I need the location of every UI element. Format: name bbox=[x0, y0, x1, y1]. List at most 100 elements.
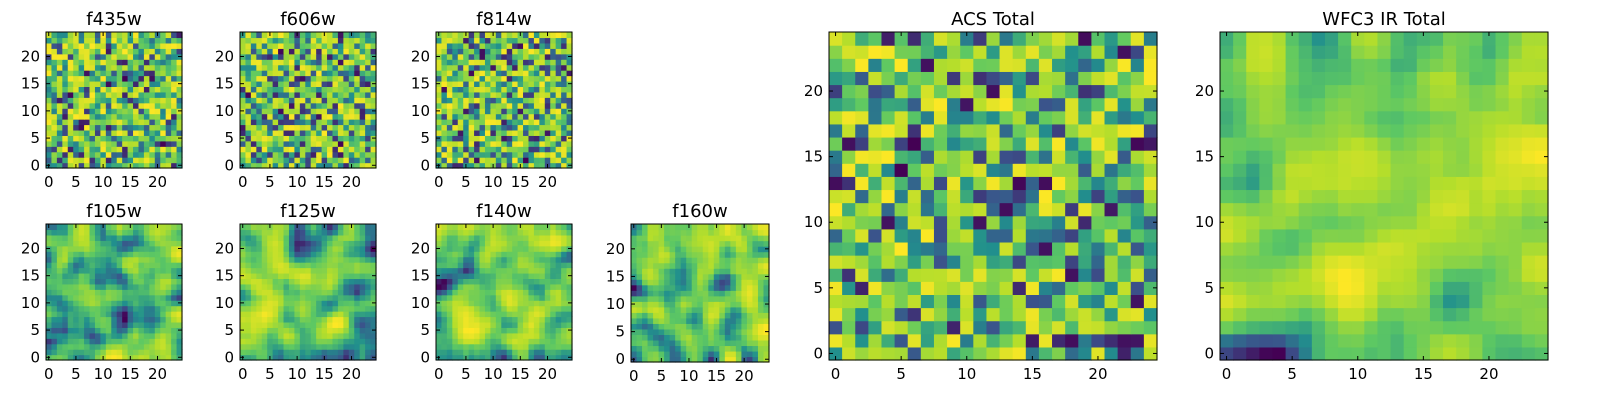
heatmap-cell bbox=[250, 32, 257, 39]
heatmap-cell bbox=[73, 343, 80, 350]
heatmap-cell bbox=[294, 146, 301, 153]
heatmap-cell bbox=[501, 70, 508, 77]
heatmap-cell bbox=[261, 42, 268, 49]
heatmap-cell bbox=[855, 281, 869, 295]
heatmap-cell bbox=[495, 305, 502, 312]
heatmap-cell bbox=[669, 235, 676, 242]
heatmap-cell bbox=[94, 53, 101, 60]
y-tick-label: 5 bbox=[224, 321, 234, 339]
heatmap-cell bbox=[105, 321, 112, 328]
heatmap-cell bbox=[116, 97, 123, 104]
heatmap-cell bbox=[56, 332, 63, 339]
heatmap-cell bbox=[348, 124, 355, 131]
heatmap-cell bbox=[669, 262, 676, 269]
heatmap-cell bbox=[533, 37, 540, 44]
heatmap-cell bbox=[332, 234, 339, 241]
heatmap-cell bbox=[100, 102, 107, 109]
heatmap-cell bbox=[160, 272, 167, 279]
heatmap-cell bbox=[539, 157, 546, 164]
heatmap-cell bbox=[719, 224, 726, 231]
heatmap-cell bbox=[868, 176, 883, 191]
heatmap-cell bbox=[555, 108, 562, 115]
heatmap-cell bbox=[1065, 346, 1079, 361]
heatmap-cell bbox=[67, 343, 74, 350]
heatmap-cell bbox=[506, 59, 513, 66]
heatmap-cell bbox=[327, 80, 334, 87]
heatmap-cell bbox=[490, 316, 497, 323]
heatmap-cell bbox=[544, 70, 551, 77]
heatmap-cell bbox=[176, 124, 183, 131]
heatmap-cell bbox=[479, 332, 486, 339]
heatmap-cell bbox=[452, 234, 459, 241]
heatmap-cell bbox=[484, 48, 491, 55]
heatmap-cell bbox=[111, 102, 118, 109]
heatmap-cell bbox=[176, 349, 183, 356]
heatmap-cell bbox=[165, 283, 172, 290]
heatmap-cell bbox=[149, 80, 156, 87]
heatmap-cell bbox=[631, 229, 638, 236]
heatmap-cell bbox=[245, 267, 252, 274]
heatmap-cell bbox=[240, 37, 247, 44]
heatmap-cell bbox=[730, 312, 737, 319]
heatmap-cell bbox=[484, 327, 491, 334]
heatmap-cell bbox=[337, 256, 344, 263]
heatmap-cell bbox=[490, 102, 497, 109]
heatmap-cell bbox=[907, 189, 922, 204]
heatmap-cell bbox=[288, 102, 295, 109]
heatmap-cell bbox=[316, 86, 323, 93]
heatmap-cell bbox=[359, 349, 366, 356]
heatmap-cell bbox=[517, 278, 524, 285]
heatmap-cell bbox=[868, 150, 883, 164]
heatmap-cell bbox=[463, 305, 470, 312]
heatmap-cell bbox=[154, 332, 161, 339]
heatmap-cell bbox=[1091, 268, 1106, 282]
heatmap-cell bbox=[452, 80, 459, 87]
heatmap-cell bbox=[100, 294, 107, 301]
heatmap-cell bbox=[143, 305, 150, 312]
heatmap-cell bbox=[664, 306, 671, 313]
heatmap-cell bbox=[294, 59, 301, 66]
heatmap-cell bbox=[446, 64, 453, 71]
heatmap-cell bbox=[501, 64, 508, 71]
heatmap-cell bbox=[84, 327, 91, 334]
heatmap-cell bbox=[561, 151, 568, 158]
heatmap-cell bbox=[1078, 346, 1092, 361]
heatmap-cell bbox=[495, 102, 502, 109]
heatmap-cell bbox=[84, 262, 91, 269]
heatmap-cell bbox=[283, 37, 290, 44]
heatmap-cell bbox=[327, 251, 334, 258]
heatmap-cell bbox=[294, 245, 301, 252]
heatmap-cell bbox=[512, 135, 519, 142]
heatmap-cell bbox=[94, 234, 101, 241]
heatmap-cell bbox=[138, 91, 145, 98]
heatmap-cell bbox=[272, 37, 279, 44]
heatmap-cell bbox=[272, 157, 279, 164]
heatmap-cell bbox=[299, 32, 306, 39]
heatmap-cell bbox=[105, 80, 112, 87]
heatmap-cell bbox=[89, 119, 96, 126]
heatmap-cell bbox=[550, 97, 557, 104]
heatmap-cell bbox=[122, 343, 129, 350]
heatmap-cell bbox=[321, 251, 328, 258]
heatmap-cell bbox=[122, 75, 129, 82]
heatmap-cell bbox=[960, 307, 974, 322]
heatmap-cell bbox=[250, 140, 257, 147]
heatmap-cell bbox=[544, 157, 551, 164]
heatmap-cell bbox=[1012, 189, 1027, 204]
heatmap-cell bbox=[523, 37, 530, 44]
heatmap-cell bbox=[446, 332, 453, 339]
heatmap-cell bbox=[642, 323, 649, 330]
heatmap-cell bbox=[84, 157, 91, 164]
heatmap-cell bbox=[517, 97, 524, 104]
heatmap-cell bbox=[647, 273, 654, 280]
heatmap-cell bbox=[89, 157, 96, 164]
heatmap-cell bbox=[240, 113, 247, 120]
heatmap-cell bbox=[664, 317, 671, 324]
heatmap-cell bbox=[176, 42, 183, 49]
heatmap-cell bbox=[332, 146, 339, 153]
heatmap-cell bbox=[78, 267, 85, 274]
heatmap-cell bbox=[484, 272, 491, 279]
heatmap-cell bbox=[294, 289, 301, 296]
heatmap-cell bbox=[446, 140, 453, 147]
heatmap-cell bbox=[46, 140, 53, 147]
